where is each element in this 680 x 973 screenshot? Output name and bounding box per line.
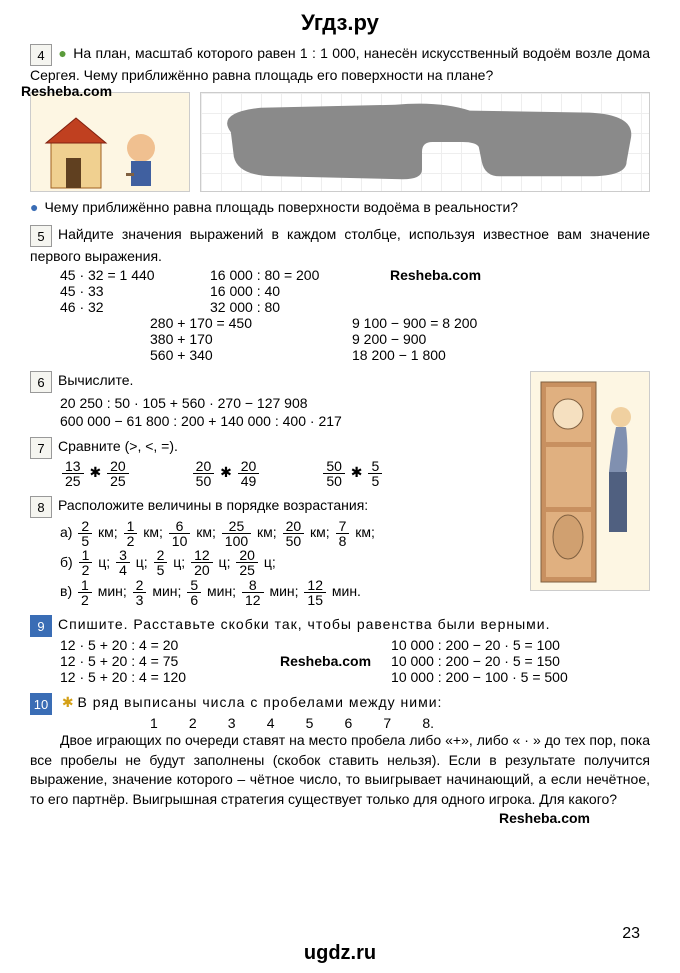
t9-r0: 10 000 : 200 − 20 · 5 = 100 — [391, 637, 568, 653]
bullet-green-icon — [58, 45, 73, 61]
task-6: 6Вычислите. 20 250 : 50 · 105 + 560 · 27… — [30, 371, 650, 429]
t9-r1: 10 000 : 200 − 20 · 5 = 150 — [391, 653, 568, 669]
task-5-text: Найдите значения выражений в каждом стол… — [30, 226, 650, 264]
page-number: 23 — [622, 925, 640, 943]
house-illustration: Resheba.com — [30, 92, 190, 192]
pond-illustration — [200, 92, 650, 192]
t5-c3-2: 32 000 : 80 — [210, 299, 370, 315]
t7-item-2: 5050 ✱ 55 — [321, 459, 384, 488]
t5-c1-2: 46 · 32 — [60, 299, 190, 315]
t5-c4-0: 9 100 − 900 = 8 200 — [352, 315, 477, 331]
brand-top: Угдз.ру — [30, 10, 650, 36]
task-4-text-a: На план, масштаб которого равен 1 : 1 00… — [30, 45, 650, 83]
t9-l2: 12 · 5 + 20 : 4 = 120 — [60, 669, 260, 685]
t5-c4-2: 18 200 − 1 800 — [352, 347, 477, 363]
resheba-label-2: Resheba.com — [390, 267, 481, 283]
task-10: 10 ✱ В ряд выписаны числа с пробелами ме… — [30, 693, 650, 825]
t5-c1-0: 45 · 32 = 1 440 — [60, 267, 190, 283]
t9-l1: 12 · 5 + 20 : 4 = 75 — [60, 653, 260, 669]
task-10-num: 10 — [30, 693, 52, 715]
resheba-label-1: Resheba.com — [21, 83, 112, 99]
task-6-text: Вычислите. — [58, 372, 133, 388]
task-4: 4На план, масштаб которого равен 1 : 1 0… — [30, 44, 650, 217]
t5-c4-1: 9 200 − 900 — [352, 331, 477, 347]
t5-c3-0: 16 000 : 80 = 200 — [210, 267, 370, 283]
task-8-num: 8 — [30, 496, 52, 518]
task-4-text-b: Чему приближённо равна площадь поверхнос… — [44, 199, 518, 215]
task-9-num: 9 — [30, 615, 52, 637]
task-5-num: 5 — [30, 225, 52, 247]
t5-c1-1: 45 · 33 — [60, 283, 190, 299]
man-illustration — [530, 371, 650, 591]
star-icon: ✱ — [62, 694, 74, 710]
task-5: 5Найдите значения выражений в каждом сто… — [30, 225, 650, 363]
resheba-label-3: Resheba.com — [280, 653, 371, 669]
task-10-text-b: Двое играющих по очереди ставят на место… — [30, 731, 650, 809]
task-7-num: 7 — [30, 437, 52, 459]
t5-c2-2: 560 + 340 — [150, 347, 252, 363]
task-4-num: 4 — [30, 44, 52, 66]
t9-r2: 10 000 : 200 − 100 · 5 = 500 — [391, 669, 568, 685]
t5-c3-1: 16 000 : 40 — [210, 283, 370, 299]
task-8-text: Расположите величины в порядке возрастан… — [58, 497, 368, 513]
t7-item-1: 2050 ✱ 2049 — [191, 459, 262, 488]
task-10-text-a: В ряд выписаны числа с пробелами между н… — [78, 694, 443, 710]
bullet-blue-icon — [30, 199, 44, 215]
t5-c2-1: 380 + 170 — [150, 331, 252, 347]
task-9-text: Спишите. Расставьте скобки так, чтобы ра… — [58, 616, 551, 632]
brand-bottom: ugdz.ru — [0, 942, 680, 965]
task-7-text: Сравните (>, <, =). — [58, 438, 178, 454]
t5-c2-0: 280 + 170 = 450 — [150, 315, 252, 331]
task-6-num: 6 — [30, 371, 52, 393]
task-9: 9 Спишите. Расставьте скобки так, чтобы р… — [30, 615, 650, 685]
t9-l0: 12 · 5 + 20 : 4 = 20 — [60, 637, 260, 653]
resheba-label-4: Resheba.com — [30, 810, 650, 826]
house-icon — [31, 93, 191, 193]
task-10-numbers: 1 2 3 4 5 6 7 8. — [30, 715, 650, 731]
t7-item-0: 1325 ✱ 2025 — [60, 459, 131, 488]
